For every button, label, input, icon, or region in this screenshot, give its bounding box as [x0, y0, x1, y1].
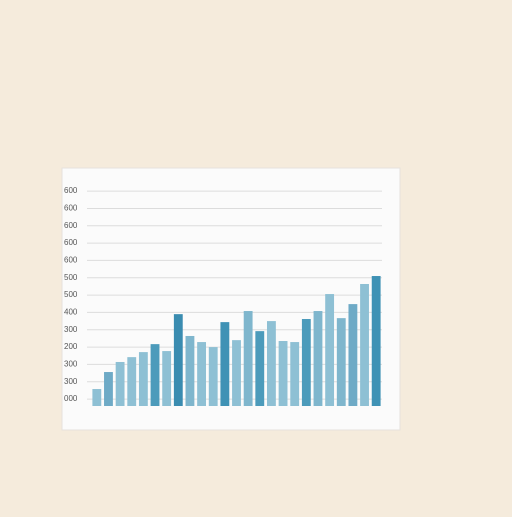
bar [348, 304, 358, 406]
y-tick-label: 500 [64, 290, 78, 299]
bar [92, 389, 102, 406]
y-tick-label: 500 [64, 273, 78, 282]
bar [173, 314, 183, 406]
y-tick-label: 200 [64, 342, 78, 351]
bar [336, 318, 346, 406]
bar [371, 276, 381, 406]
y-tick-label: 400 [64, 308, 78, 317]
bar [313, 311, 323, 406]
bar [255, 331, 265, 406]
y-tick-label: 600 [64, 238, 78, 247]
bar [185, 335, 195, 406]
y-tick-label: 300 [64, 377, 78, 386]
y-tick-label: 300 [64, 360, 78, 369]
bar [162, 351, 172, 406]
bar [266, 321, 276, 406]
bar [138, 352, 148, 406]
bar [301, 319, 311, 406]
bar [360, 283, 369, 406]
bar [150, 344, 160, 406]
y-tick-label: 300 [64, 325, 78, 334]
bar [220, 322, 230, 406]
y-tick-label: 600 [64, 221, 78, 230]
bar [243, 311, 253, 406]
y-tick-label: 600 [64, 204, 78, 213]
bar [232, 340, 241, 406]
y-tick-label: 600 [64, 186, 78, 195]
bar [197, 342, 207, 406]
y-tick-label: 000 [64, 394, 78, 403]
bar [127, 357, 137, 406]
bar [290, 342, 300, 406]
bar [115, 361, 125, 406]
y-tick-label: 600 [64, 256, 78, 265]
bar [325, 294, 335, 406]
bar [104, 372, 113, 406]
bar [278, 341, 288, 406]
bar [208, 347, 218, 406]
